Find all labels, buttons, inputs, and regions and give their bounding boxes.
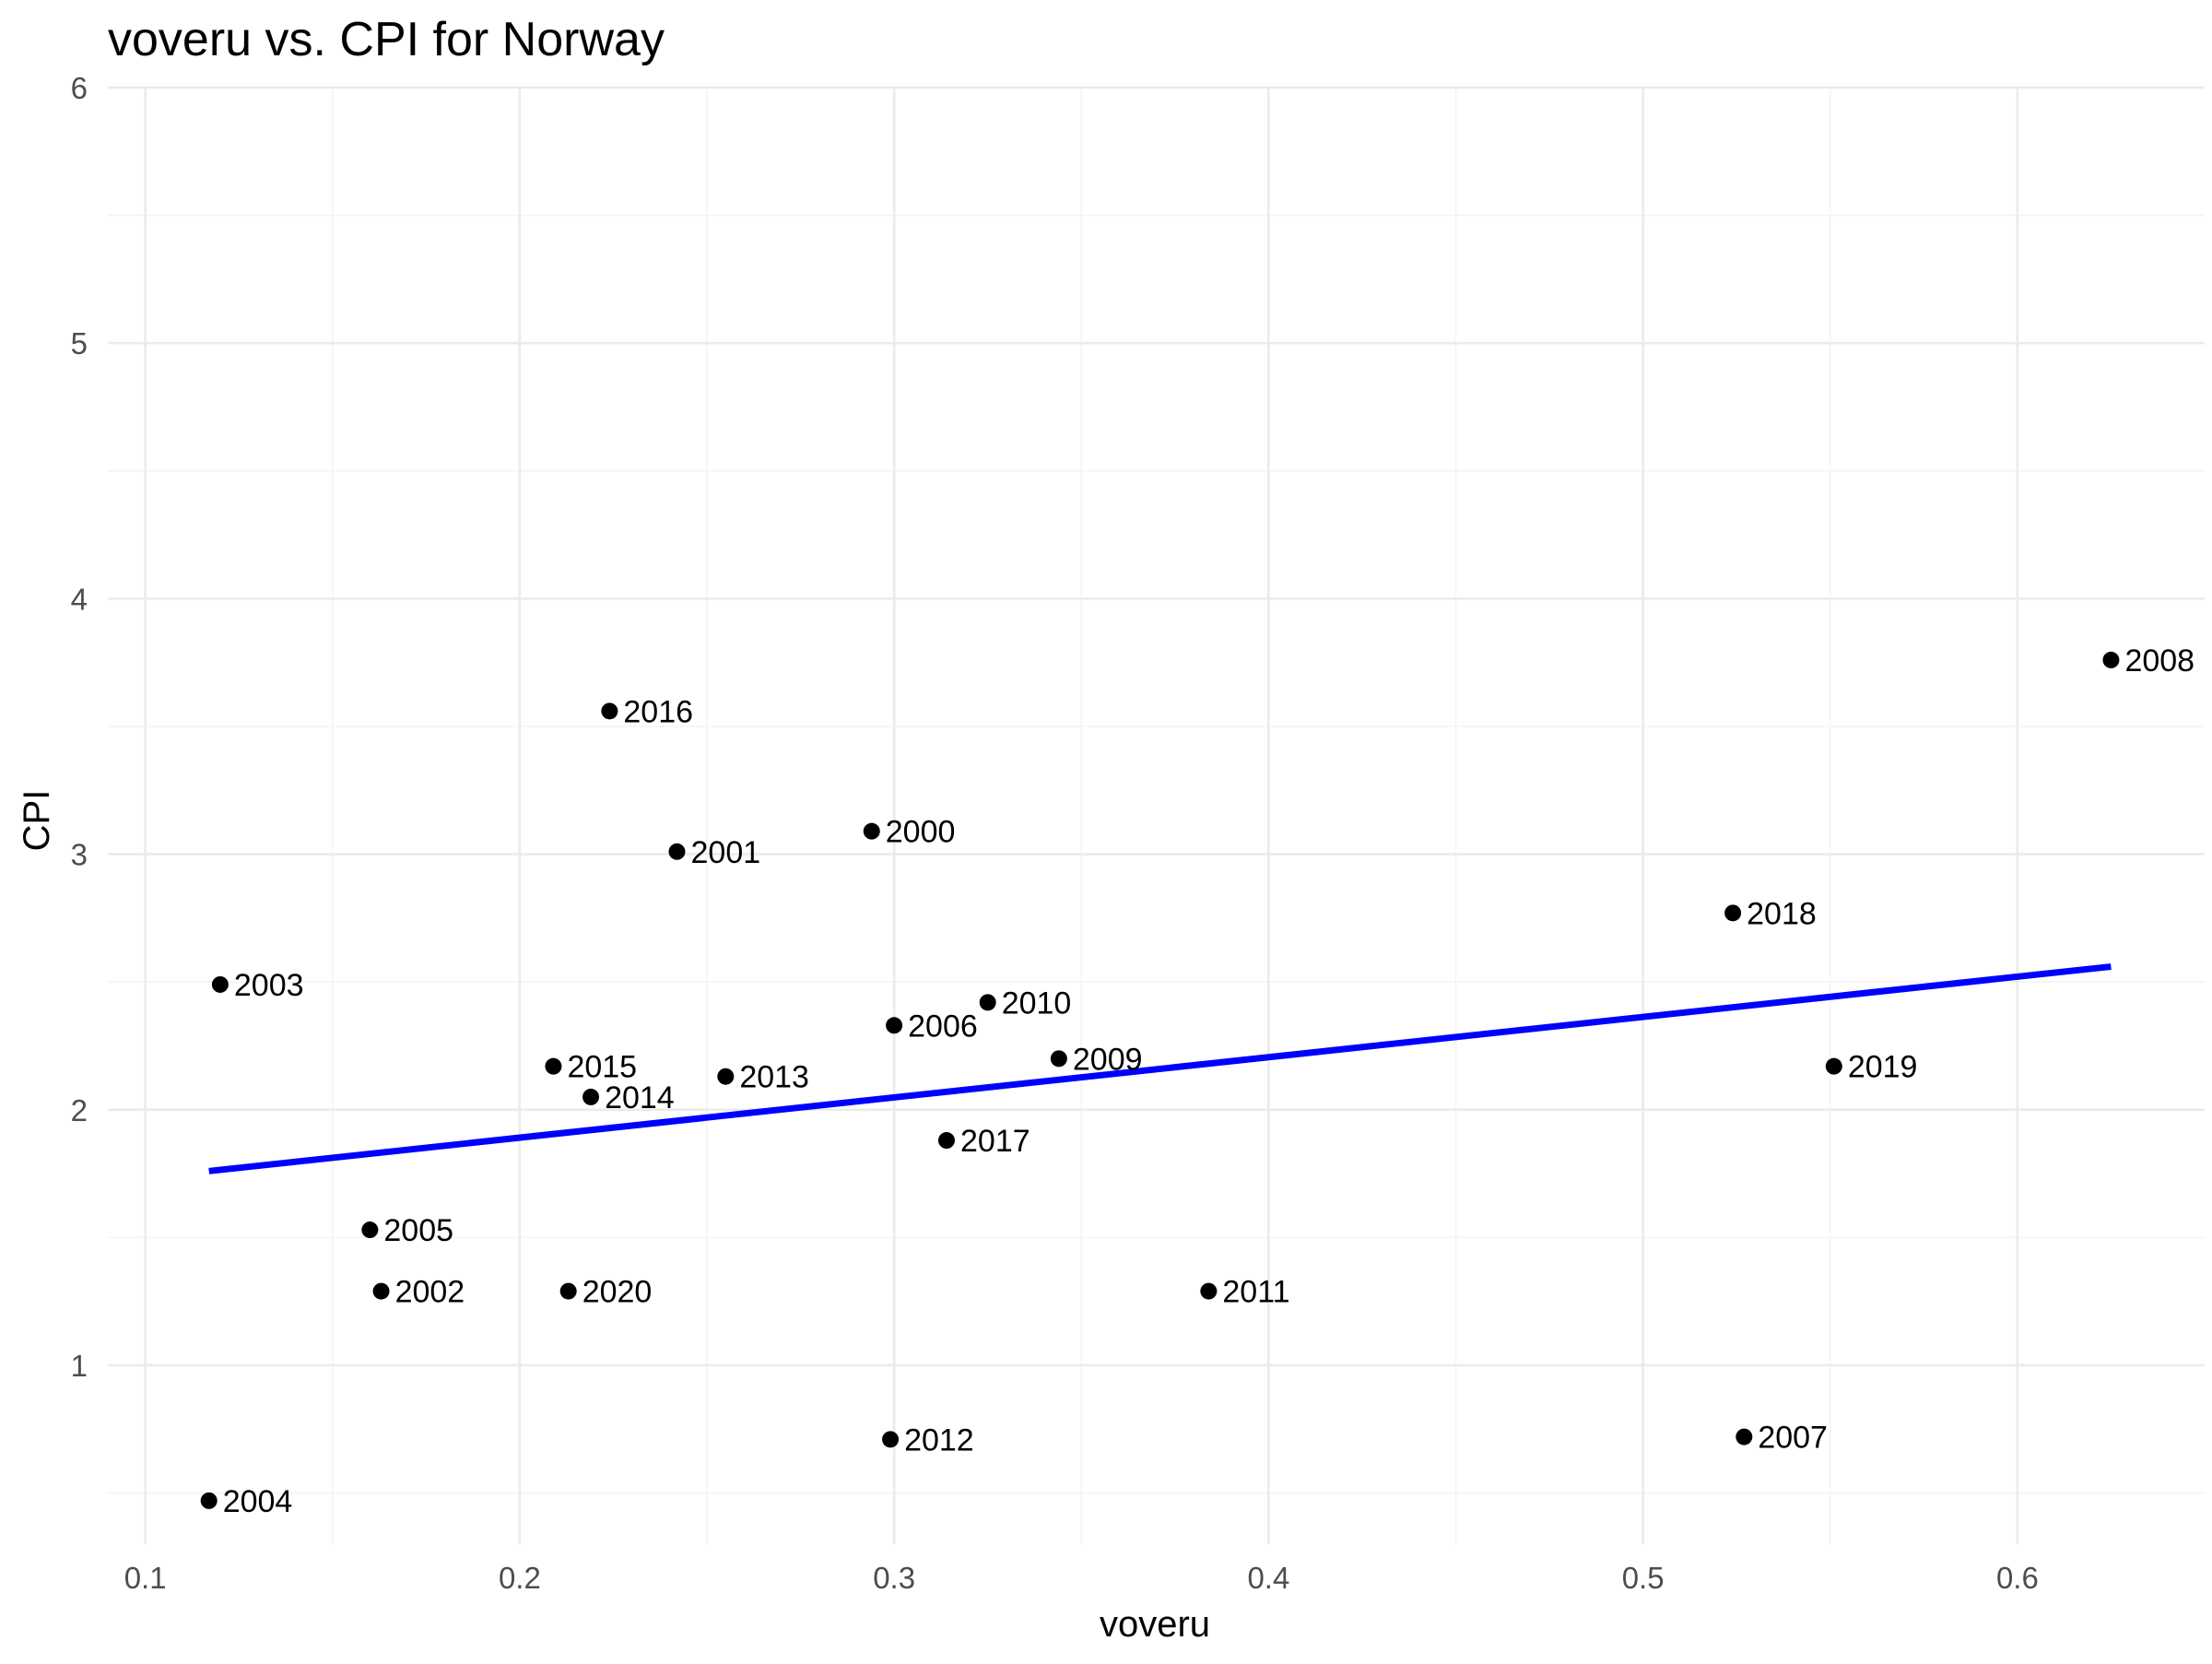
point-label-2007: 2007 <box>1758 1421 1828 1456</box>
data-point-2015 <box>545 1057 562 1075</box>
x-tick-label: 0.3 <box>873 1561 915 1595</box>
grid-layer <box>108 86 2205 1544</box>
point-label-2008: 2008 <box>2124 643 2194 679</box>
data-point-2020 <box>559 1282 577 1300</box>
data-point-2017 <box>938 1132 955 1150</box>
trend-line <box>208 963 2112 1174</box>
data-point-2019 <box>1825 1057 1842 1075</box>
y-tick-label: 4 <box>71 582 88 616</box>
point-label-2004: 2004 <box>223 1484 293 1519</box>
data-point-2001 <box>668 843 686 860</box>
x-axis-title: voveru <box>1100 1604 1210 1645</box>
data-point-2010 <box>979 994 996 1011</box>
data-point-2014 <box>582 1088 600 1105</box>
data-point-2007 <box>1735 1428 1753 1446</box>
point-label-2006: 2006 <box>908 1009 978 1044</box>
data-point-2000 <box>863 822 880 840</box>
y-tick-label: 2 <box>71 1093 88 1127</box>
data-point-2005 <box>361 1221 379 1239</box>
point-layer: 2000 2001 2002 2003 2004 2005 2006 2007 2008 2009… <box>200 643 2194 1519</box>
point-label-2018: 2018 <box>1747 896 1817 931</box>
point-label-2011: 2011 <box>1222 1275 1289 1310</box>
x-tick-label: 0.6 <box>1996 1561 2039 1595</box>
data-point-2012 <box>882 1431 900 1448</box>
point-label-2020: 2020 <box>582 1275 653 1310</box>
point-label-2001: 2001 <box>691 835 761 870</box>
data-point-2016 <box>601 702 618 720</box>
data-point-2002 <box>372 1282 390 1300</box>
point-label-2009: 2009 <box>1073 1042 1143 1077</box>
point-label-2012: 2012 <box>904 1422 974 1457</box>
y-tick-label: 3 <box>71 838 88 872</box>
x-tick-label: 0.4 <box>1247 1561 1289 1595</box>
y-tick-label: 6 <box>71 71 88 105</box>
data-point-2004 <box>200 1492 218 1509</box>
y-axis-title: CPI <box>17 790 57 852</box>
point-label-2017: 2017 <box>960 1124 1030 1159</box>
point-label-2000: 2000 <box>886 815 956 850</box>
data-point-2003 <box>211 975 229 993</box>
point-label-2002: 2002 <box>395 1275 465 1310</box>
trend-layer <box>208 963 2112 1174</box>
data-point-2009 <box>1050 1050 1067 1068</box>
point-label-2003: 2003 <box>234 968 304 1003</box>
point-label-2010: 2010 <box>1002 985 1072 1021</box>
y-tick-label: 1 <box>71 1349 88 1383</box>
chart-title: voveru vs. CPI for Norway <box>108 13 665 66</box>
point-label-2019: 2019 <box>1848 1050 1918 1085</box>
point-label-2005: 2005 <box>383 1213 453 1248</box>
point-label-2013: 2013 <box>739 1060 809 1095</box>
x-tick-label: 0.5 <box>1622 1561 1665 1595</box>
data-point-2008 <box>2102 651 2120 668</box>
point-label-2014: 2014 <box>605 1080 675 1115</box>
point-label-2016: 2016 <box>623 694 693 729</box>
data-point-2013 <box>717 1068 735 1085</box>
data-point-2011 <box>1200 1282 1218 1300</box>
x-tick-label: 0.2 <box>499 1561 541 1595</box>
data-point-2018 <box>1724 904 1742 922</box>
x-tick-label: 0.1 <box>124 1561 167 1595</box>
data-point-2006 <box>886 1017 903 1034</box>
axis-layer: 0.1 0.2 0.3 0.4 0.5 0.6 1 2 3 4 5 6 <box>71 71 2039 1595</box>
y-tick-label: 5 <box>71 326 88 360</box>
point-label-2015: 2015 <box>567 1050 637 1085</box>
